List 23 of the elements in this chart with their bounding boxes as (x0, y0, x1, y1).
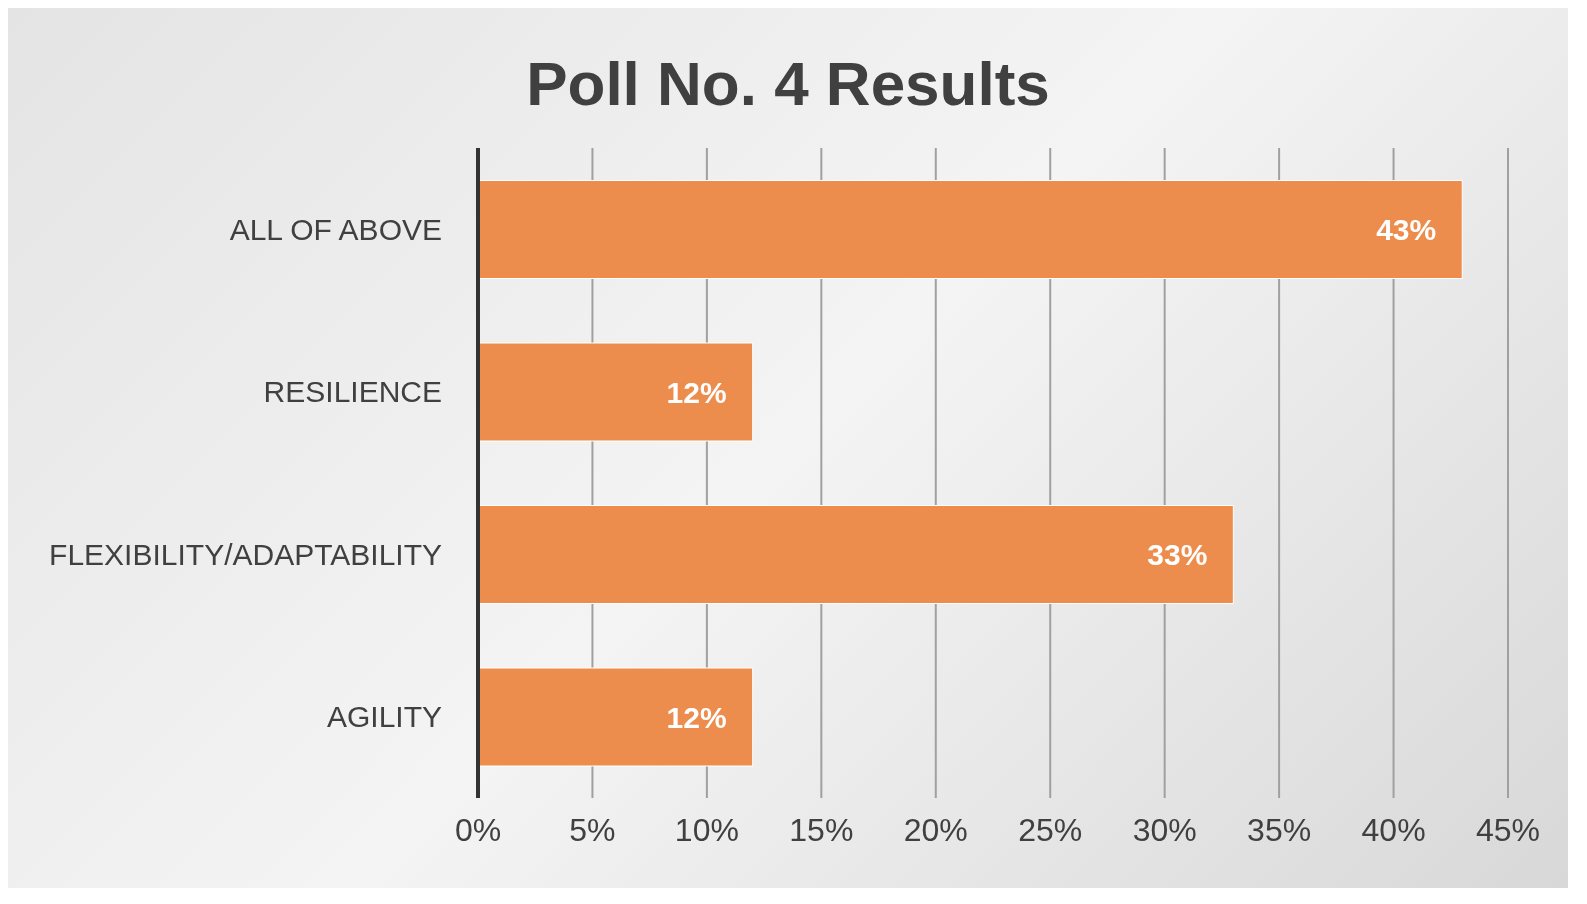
x-tick-label: 25% (1018, 811, 1083, 848)
data-label: 12% (666, 375, 727, 409)
data-label: 12% (666, 700, 727, 734)
y-tick-label: ALL OF ABOVE (229, 212, 442, 246)
data-label: 43% (1376, 213, 1437, 246)
x-tick-label: 45% (1475, 811, 1541, 848)
chart-title: Poll No. 4 Results (525, 48, 1051, 120)
x-tick-label: 5% (569, 811, 616, 848)
bar (478, 667, 754, 767)
x-tick-label: 35% (1247, 811, 1312, 848)
x-tick-label: 0% (454, 811, 502, 848)
bar (478, 180, 1463, 279)
y-tick-label: FLEXIBILITY/ADAPTABILITY (49, 537, 442, 571)
x-tick-label: 30% (1132, 811, 1197, 848)
x-tick-label: 40% (1361, 811, 1426, 848)
data-label: 33% (1147, 538, 1208, 571)
x-tick-label: 15% (789, 811, 854, 848)
bar (478, 342, 754, 442)
x-tick-label: 10% (674, 811, 739, 848)
y-tick-label: RESILIENCE (263, 375, 442, 409)
y-tick-label: AGILITY (326, 700, 442, 734)
x-tick-label: 20% (903, 811, 968, 848)
bar (478, 505, 1234, 604)
